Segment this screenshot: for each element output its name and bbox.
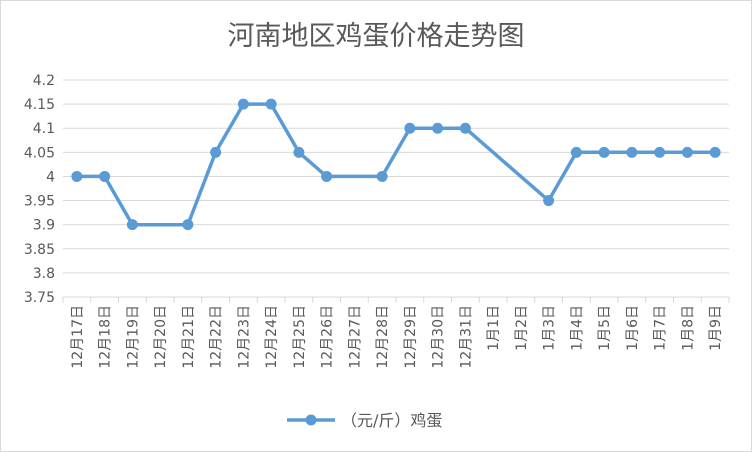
data-point [654,146,666,158]
x-tick-label: 12月28日 [375,305,391,369]
data-point [681,146,693,158]
x-tick-label: 12月27日 [347,305,363,369]
legend-label: （元/斤）鸡蛋 [341,411,442,430]
data-point [321,170,333,182]
legend-marker-swatch [305,414,317,426]
x-tick-label: 12月17日 [70,305,86,369]
series-layer [71,98,721,231]
y-tick-label: 3.75 [24,290,55,306]
data-point [376,170,388,182]
x-tick-label: 12月31日 [458,305,474,369]
series-line [76,102,716,227]
data-point [543,195,555,207]
x-tick-label: 1月4日 [569,305,585,351]
y-tick-label: 3.9 [33,218,55,234]
x-tick-label: 1月1日 [486,305,502,351]
y-tick-label: 3.85 [24,242,55,258]
data-point [626,146,638,158]
y-tick-label: 4.05 [24,145,55,161]
x-tick-label: 12月22日 [209,305,225,369]
x-tick-label: 1月3日 [542,305,558,351]
x-axis: 12月17日 12月18日 12月19日 12月20日 12月21日 12月22日 12月2… [62,297,730,369]
data-point [598,146,610,158]
y-tick-label: 4.15 [24,97,55,113]
data-point [71,170,83,182]
data-point [99,170,111,182]
x-tick-label: 1月9日 [708,305,724,351]
y-axis: 3.75 3.8 3.85 3.9 3.95 4 4.05 4.1 4.15 4.2 [24,73,55,306]
data-point [459,122,471,134]
x-tick-label: 12月24日 [264,305,280,369]
data-point [265,98,277,110]
x-tick-label: 12月19日 [125,305,141,369]
x-tick-label: 12月18日 [98,305,114,369]
y-tick-label: 3.8 [33,266,55,282]
chart-title: 河南地区鸡蛋价格走势图 [228,21,525,52]
data-point [210,146,222,158]
data-point [709,146,721,158]
data-point [126,219,138,231]
data-point [182,219,194,231]
x-tick-label: 1月5日 [597,305,613,351]
x-tick-label: 12月23日 [236,305,252,369]
x-tick-label: 1月2日 [514,305,530,351]
x-tick-label: 12月30日 [431,305,447,369]
data-point [570,146,582,158]
x-tick-label: 12月21日 [181,305,197,369]
x-tick-label: 12月29日 [403,305,419,369]
y-tick-label: 4.2 [33,73,55,89]
x-tick-label: 12月26日 [320,305,336,369]
x-tick-label: 1月6日 [625,305,641,351]
y-tick-label: 4.1 [33,121,55,137]
x-tick-label: 1月8日 [680,305,696,351]
data-point [404,122,416,134]
data-point [293,146,305,158]
legend: （元/斤）鸡蛋 [287,411,442,430]
y-tick-label: 3.95 [24,194,55,210]
y-tick-label: 4 [46,169,55,185]
x-tick-label: 1月7日 [653,305,669,351]
data-point [237,98,249,110]
x-tick-label: 12月20日 [153,305,169,369]
data-point [432,122,444,134]
x-tick-label: 12月25日 [292,305,308,369]
gridlines [63,79,729,298]
